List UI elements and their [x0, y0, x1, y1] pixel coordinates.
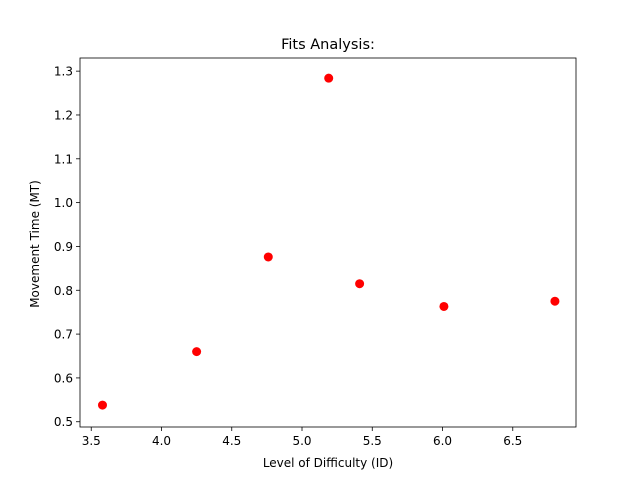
x-tick-label: 4.0 [152, 434, 171, 448]
y-tick-label: 0.6 [54, 371, 73, 385]
y-tick-label: 1.1 [54, 152, 73, 166]
x-tick-label: 5.5 [363, 434, 382, 448]
y-tick-label: 1.3 [54, 65, 73, 79]
data-point [192, 347, 202, 357]
data-point [355, 279, 365, 289]
y-axis-label: Movement Time (MT) [28, 180, 42, 308]
x-axis-label: Level of Difficulty (ID) [263, 456, 393, 470]
x-tick-label: 6.5 [503, 434, 522, 448]
y-tick-label: 0.9 [54, 240, 73, 254]
x-tick-label: 4.5 [222, 434, 241, 448]
y-tick-label: 1.2 [54, 108, 73, 122]
y-tick-label: 0.7 [54, 328, 73, 342]
x-tick-label: 5.0 [292, 434, 311, 448]
chart-title: Fits Analysis: [281, 37, 375, 53]
y-tick-label: 1.0 [54, 196, 73, 210]
data-point [324, 73, 334, 83]
y-tick-label: 0.8 [54, 284, 73, 298]
data-point [439, 301, 449, 311]
x-tick-label: 3.5 [82, 434, 101, 448]
y-tick-label: 0.5 [54, 415, 73, 429]
plot-frame [79, 57, 577, 428]
data-point [263, 252, 273, 262]
data-point [550, 296, 560, 306]
x-tick-label: 6.0 [433, 434, 452, 448]
data-point [97, 400, 107, 410]
